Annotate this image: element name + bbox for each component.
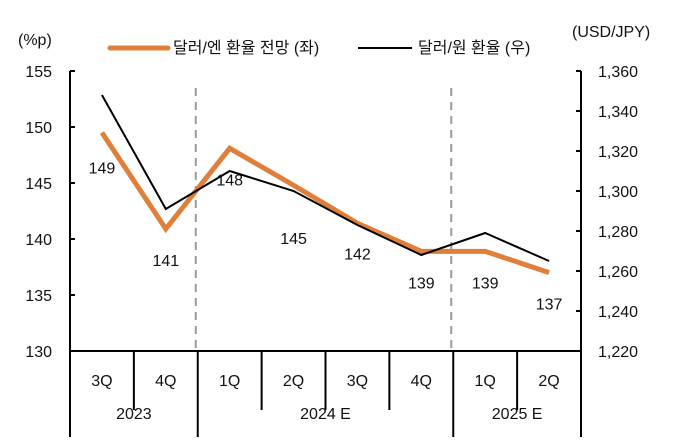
left-tick-label: 130: [25, 344, 52, 361]
left-tick-label: 155: [25, 64, 52, 81]
left-axis-unit: (%p): [18, 32, 52, 49]
left-tick-label: 145: [25, 176, 52, 193]
right-tick-label: 1,340: [598, 104, 638, 121]
category-label: 1Q: [475, 373, 496, 390]
category-label: 2Q: [538, 373, 559, 390]
right-tick-label: 1,220: [598, 344, 638, 361]
year-group-label: 2025 E: [492, 406, 543, 423]
data-label: 145: [280, 231, 307, 248]
right-tick-label: 1,300: [598, 184, 638, 201]
right-tick-label: 1,360: [598, 64, 638, 81]
series-line-krw: [102, 95, 549, 261]
right-tick-label: 1,280: [598, 224, 638, 241]
category-label: 4Q: [155, 373, 176, 390]
right-axis-unit: (USD/JPY): [572, 24, 650, 41]
legend-label-jpy: 달러/엔 환율 전망 (좌): [173, 39, 319, 57]
category-label: 4Q: [411, 373, 432, 390]
category-label: 3Q: [347, 373, 368, 390]
right-tick-label: 1,320: [598, 144, 638, 161]
left-tick-label: 150: [25, 120, 52, 137]
data-label: 139: [408, 275, 435, 292]
data-label: 149: [89, 161, 116, 178]
left-tick-label: 135: [25, 288, 52, 305]
data-label: 141: [152, 253, 179, 270]
right-tick-label: 1,240: [598, 304, 638, 321]
left-tick-label: 140: [25, 232, 52, 249]
data-label: 137: [536, 297, 563, 314]
legend: 달러/엔 환율 전망 (좌) 달러/원 환율 (우): [110, 39, 530, 57]
year-group-label: 2023: [116, 406, 152, 423]
category-label: 2Q: [283, 373, 304, 390]
category-label: 1Q: [219, 373, 240, 390]
right-tick-label: 1,260: [598, 264, 638, 281]
year-group-label: 2024 E: [300, 406, 351, 423]
data-label: 148: [216, 172, 243, 189]
data-label: 139: [472, 275, 499, 292]
data-label: 142: [344, 246, 371, 263]
legend-label-krw: 달러/원 환율 (우): [418, 39, 530, 57]
series-line-jpy-forecast: [102, 133, 549, 273]
category-label: 3Q: [91, 373, 112, 390]
